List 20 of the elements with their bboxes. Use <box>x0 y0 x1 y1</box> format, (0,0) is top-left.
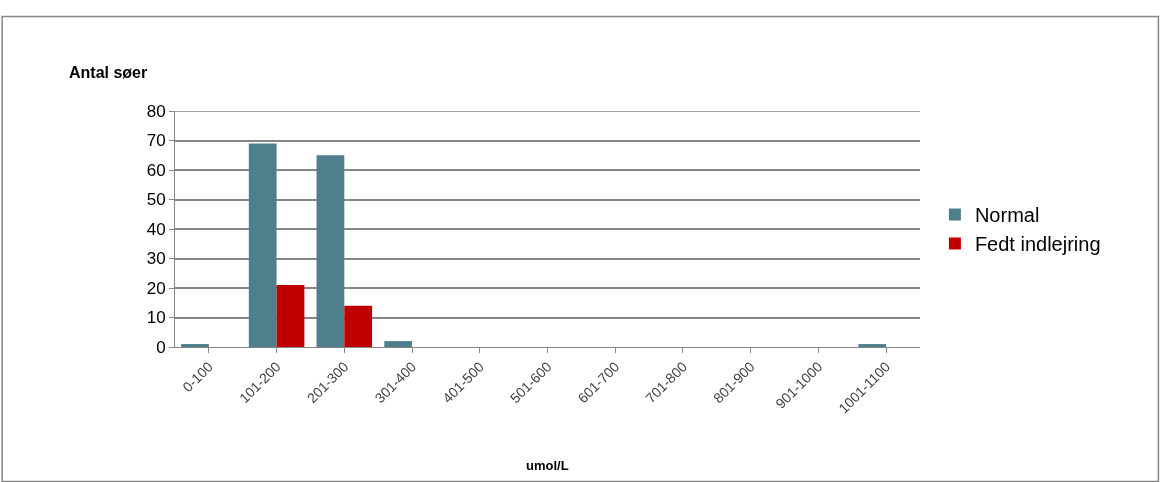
bar <box>858 344 887 347</box>
legend-label: Normal <box>974 204 1040 227</box>
x-axis-title: umol/L <box>526 458 569 473</box>
y-tick-label: 40 <box>146 219 166 239</box>
y-tick-label: 10 <box>146 308 166 328</box>
bar <box>248 143 277 347</box>
bar <box>344 305 373 347</box>
y-tick-label: 0 <box>156 337 166 357</box>
bar <box>384 341 413 347</box>
y-tick-label: 30 <box>146 249 166 269</box>
y-tick-label: 20 <box>146 278 166 298</box>
y-tick-label: 50 <box>146 190 166 210</box>
y-axis-title: Antal søer <box>69 64 148 81</box>
bar <box>276 285 305 347</box>
legend-label: Fedt indlejring <box>974 233 1101 256</box>
y-tick-label: 80 <box>146 101 166 121</box>
y-tick-label: 70 <box>146 131 166 151</box>
bar <box>316 155 345 347</box>
y-tick-label: 60 <box>146 160 166 180</box>
bar <box>181 344 209 347</box>
